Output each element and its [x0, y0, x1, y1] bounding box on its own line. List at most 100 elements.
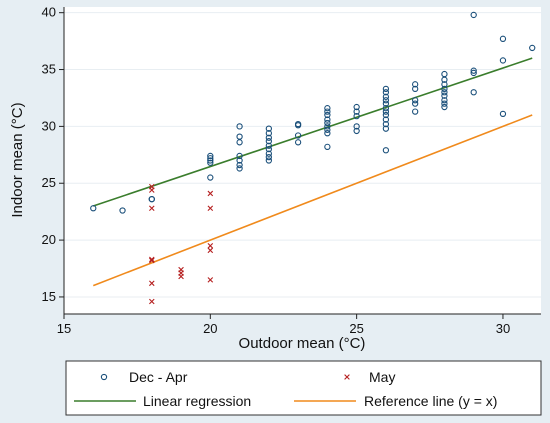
data-point-dec-apr — [499, 57, 507, 64]
axes: 15 20 25 30 35 40 15 20 25 30 — [42, 5, 541, 336]
data-point-dec-apr — [236, 157, 243, 164]
data-point-dec-apr — [324, 111, 331, 119]
point-stroke — [207, 247, 214, 254]
data-point-may — [207, 242, 214, 249]
data-point-dec-apr — [207, 155, 214, 162]
point-stroke — [207, 242, 214, 249]
data-point-dec-apr — [353, 108, 360, 115]
y-tick-label: 35 — [42, 62, 56, 77]
data-point-dec-apr — [412, 81, 419, 88]
point-stroke — [207, 205, 214, 212]
data-point-dec-apr — [353, 123, 360, 130]
data-point-dec-apr — [207, 174, 214, 181]
data-point-dec-apr — [470, 67, 477, 74]
data-point-dec-apr — [529, 44, 536, 52]
data-point-dec-apr — [382, 108, 390, 115]
x-tick-label: 15 — [57, 321, 71, 336]
data-point-may — [149, 183, 155, 190]
data-point-dec-apr — [265, 150, 272, 157]
data-point-dec-apr — [294, 120, 302, 128]
x-tick-label: 30 — [496, 321, 510, 336]
data-point-dec-apr — [441, 103, 448, 111]
point-stroke — [344, 374, 350, 380]
data-point-dec-apr — [382, 120, 390, 128]
data-point-dec-apr — [353, 113, 360, 120]
data-point-may — [149, 256, 155, 263]
data-point-dec-apr — [294, 132, 302, 139]
data-point-may — [149, 280, 155, 287]
data-point-dec-apr — [382, 147, 390, 154]
point-stroke — [149, 205, 155, 212]
data-point-dec-apr — [441, 81, 448, 88]
y-tick-label: 30 — [42, 118, 56, 133]
y-tick-label: 25 — [42, 175, 56, 190]
point-stroke — [149, 280, 155, 287]
data-point-dec-apr — [324, 143, 331, 151]
legend: Dec - Apr May Linear regression Reference l… — [65, 360, 542, 416]
data-point-dec-apr — [236, 133, 243, 140]
data-point-dec-apr — [148, 196, 155, 203]
data-point-may — [149, 298, 155, 305]
data-point-dec-apr — [441, 92, 448, 99]
data-point-dec-apr — [265, 142, 272, 149]
data-point-dec-apr — [324, 105, 331, 112]
data-point-dec-apr — [236, 165, 243, 172]
data-point-dec-apr — [382, 85, 390, 93]
legend-marker-may — [344, 374, 350, 380]
data-point-dec-apr — [265, 130, 272, 137]
legend-label-reference: Reference line (y = x) — [364, 393, 497, 409]
data-point-may — [149, 205, 155, 212]
data-point-dec-apr — [324, 130, 331, 137]
data-point-may — [207, 205, 214, 212]
data-point-dec-apr — [353, 127, 360, 135]
legend-marker-dec-apr — [100, 373, 108, 381]
data-point-may — [149, 257, 155, 264]
legend-label-may: May — [369, 369, 395, 385]
data-point-may — [178, 266, 184, 273]
data-point-dec-apr — [470, 69, 477, 77]
data-point-dec-apr — [324, 126, 331, 133]
data-point-dec-apr — [382, 125, 390, 132]
data-point-dec-apr — [265, 145, 272, 153]
grid-lines — [64, 12, 541, 298]
data-point-dec-apr — [382, 93, 390, 100]
data-point-dec-apr — [207, 159, 214, 166]
data-point-dec-apr — [441, 85, 448, 93]
data-point-dec-apr — [324, 119, 331, 127]
data-point-dec-apr — [207, 152, 214, 160]
point-stroke — [149, 257, 155, 264]
data-point-dec-apr — [499, 35, 507, 42]
data-point-may — [207, 190, 214, 197]
y-tick-label: 40 — [42, 5, 56, 20]
data-point-dec-apr — [412, 108, 419, 115]
data-point-dec-apr — [265, 157, 272, 164]
data-point-dec-apr — [441, 89, 448, 96]
chart-marks — [90, 11, 536, 305]
x-tick-label: 20 — [203, 321, 217, 336]
data-point-dec-apr — [265, 138, 272, 145]
data-point-dec-apr — [382, 100, 390, 107]
data-point-dec-apr — [294, 139, 302, 146]
legend-label-dec-apr: Dec - Apr — [129, 369, 188, 385]
data-point-dec-apr — [382, 97, 390, 104]
data-point-dec-apr — [470, 11, 477, 19]
data-point-dec-apr — [207, 157, 214, 164]
data-point-dec-apr — [441, 70, 448, 78]
y-tick-label: 20 — [42, 232, 56, 247]
plot-area — [64, 7, 541, 314]
x-tick-label: 25 — [349, 321, 363, 336]
reference-line — [92, 114, 533, 287]
data-point-dec-apr — [412, 100, 419, 107]
legend-box — [65, 360, 542, 416]
data-point-dec-apr — [470, 89, 477, 96]
point-stroke — [178, 266, 184, 273]
data-point-dec-apr — [324, 108, 331, 115]
data-point-dec-apr — [265, 125, 272, 132]
data-point-dec-apr — [412, 97, 419, 104]
data-point-dec-apr — [324, 116, 331, 123]
data-point-dec-apr — [382, 105, 390, 112]
point-stroke — [149, 298, 155, 305]
data-point-dec-apr — [236, 123, 243, 130]
data-point-may — [207, 277, 214, 283]
point-stroke — [149, 183, 155, 190]
